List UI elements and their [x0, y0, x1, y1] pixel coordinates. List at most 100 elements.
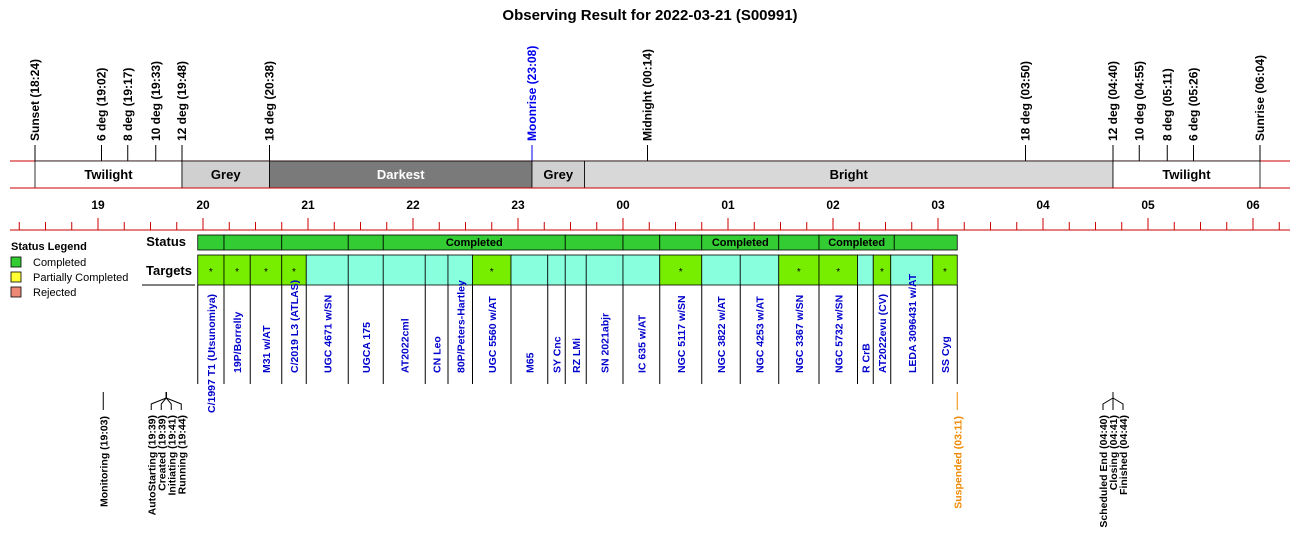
target-name: RZ LMi	[571, 338, 583, 373]
marker-label: 10 deg (04:55)	[1132, 61, 1146, 141]
target-mark: *	[209, 267, 213, 278]
sky-band-label: Grey	[543, 167, 573, 182]
target-name: 19P/Borrelly	[232, 312, 244, 373]
marker-label: 12 deg (19:48)	[175, 61, 189, 141]
target-name: UGC 5560 w/AT	[487, 296, 499, 373]
hour-label: 20	[196, 198, 210, 212]
target-block	[510, 254, 549, 286]
hour-axis: 19 20 21 22 23 00 01 02 03 04 05 06	[10, 198, 1290, 231]
target-name: AT2022evu (CV)	[877, 294, 889, 373]
marker-label: Sunrise (06:04)	[1253, 55, 1267, 141]
sky-band-label: Twilight	[1162, 167, 1211, 182]
target-block	[778, 254, 820, 286]
status-segment	[347, 234, 384, 251]
marker-label: 18 deg (03:50)	[1019, 61, 1033, 141]
status-segment-label: Completed	[446, 237, 503, 249]
target-mark: *	[490, 267, 494, 278]
targets-row: Targets * C/1997 T1 (Utsunomiya) * 19P/Borre…	[142, 254, 958, 413]
event-tick	[165, 392, 172, 410]
event-tick	[1102, 392, 1114, 410]
status-segment	[659, 234, 703, 251]
target-name: SY Cnc	[552, 336, 564, 373]
hour-label: 23	[511, 198, 525, 212]
target-block	[447, 254, 473, 286]
hour-label: 22	[406, 198, 420, 212]
target-name: SS Cyg	[940, 336, 952, 373]
target-mark: *	[797, 267, 801, 278]
status-segment	[778, 234, 820, 251]
target-block	[547, 254, 566, 286]
hour-label: 00	[616, 198, 630, 212]
hour-label: 02	[826, 198, 840, 212]
event-label: Running (19:44)	[176, 415, 188, 494]
target-block	[622, 254, 661, 286]
status-segment	[281, 234, 349, 251]
target-mark: *	[880, 267, 884, 278]
status-segment-label: Completed	[828, 237, 885, 249]
event-markers: Monitoring (19:03) AutoStarting (19:39)Cr…	[98, 392, 1130, 528]
event-label: Monitoring (19:03)	[98, 416, 110, 507]
legend-label: Partially Completed	[33, 272, 128, 284]
event-label: Suspended (03:11)	[952, 416, 964, 509]
sky-band	[531, 160, 585, 189]
status-segment	[564, 234, 624, 251]
target-block	[249, 254, 283, 286]
target-name: IC 635 w/AT	[636, 314, 648, 373]
status-row: Status Completed Completed Completed	[146, 234, 958, 251]
marker-label: 12 deg (04:40)	[1106, 61, 1120, 141]
marker-label: 8 deg (05:11)	[1160, 68, 1174, 141]
target-name: UGC 4671 w/SN	[322, 295, 334, 373]
status-legend: Status Legend Completed Partially Complete…	[10, 241, 128, 299]
target-mark: *	[264, 267, 268, 278]
target-mark: *	[679, 267, 683, 278]
marker-label: 18 deg (20:38)	[263, 61, 277, 141]
marker-label: 6 deg (05:26)	[1187, 68, 1201, 141]
target-block	[932, 254, 958, 286]
target-block	[281, 254, 307, 286]
marker-label: Sunset (18:24)	[28, 59, 42, 141]
event-label: Finished (04:44)	[1118, 415, 1130, 495]
target-name: M31 w/AT	[261, 325, 273, 373]
status-segment	[893, 234, 958, 251]
status-segment-label: Completed	[712, 237, 769, 249]
event-label: Initiating (19:41)	[166, 415, 178, 496]
marker-label: Moonrise (23:08)	[525, 46, 539, 141]
hour-label: 21	[301, 198, 315, 212]
target-block	[818, 254, 858, 286]
target-name: CN Leo	[432, 336, 444, 373]
legend-title: Status Legend	[11, 241, 87, 253]
marker-label: 6 deg (19:02)	[95, 68, 109, 141]
target-name: M65	[524, 352, 536, 373]
target-name: NGC 5117 w/SN	[676, 295, 688, 373]
target-mark: *	[836, 267, 840, 278]
target-block	[857, 254, 874, 286]
sky-band	[34, 160, 183, 189]
target-name: SN 2021abjr	[600, 313, 612, 373]
target-name: C/2019 L3 (ATLAS)	[289, 280, 301, 373]
target-name: R CrB	[860, 343, 872, 373]
event-tick	[165, 392, 182, 410]
target-mark: *	[292, 267, 296, 278]
target-block	[197, 254, 225, 286]
sky-band-label: Twilight	[84, 167, 133, 182]
target-block	[701, 254, 741, 286]
target-mark: *	[235, 267, 239, 278]
target-name: NGC 4253 w/AT	[755, 296, 767, 373]
chart-title: Observing Result for 2022-03-21 (S00991)	[502, 7, 797, 24]
marker-label: Midnight (00:14)	[641, 49, 655, 141]
event-tick	[160, 392, 167, 410]
hour-label: 19	[91, 198, 105, 212]
target-name: NGC 5732 w/SN	[833, 295, 845, 373]
sky-band	[269, 160, 533, 189]
target-block	[382, 254, 426, 286]
target-block	[472, 254, 512, 286]
target-block	[585, 254, 624, 286]
hour-label: 03	[931, 198, 945, 212]
sky-band-label: Grey	[211, 167, 241, 182]
status-segment	[197, 234, 225, 251]
target-mark: *	[943, 267, 947, 278]
legend-swatch	[10, 286, 22, 298]
event-label: Scheduled End (04:40)	[1098, 415, 1110, 528]
event-label: Created (19:39)	[156, 415, 168, 491]
